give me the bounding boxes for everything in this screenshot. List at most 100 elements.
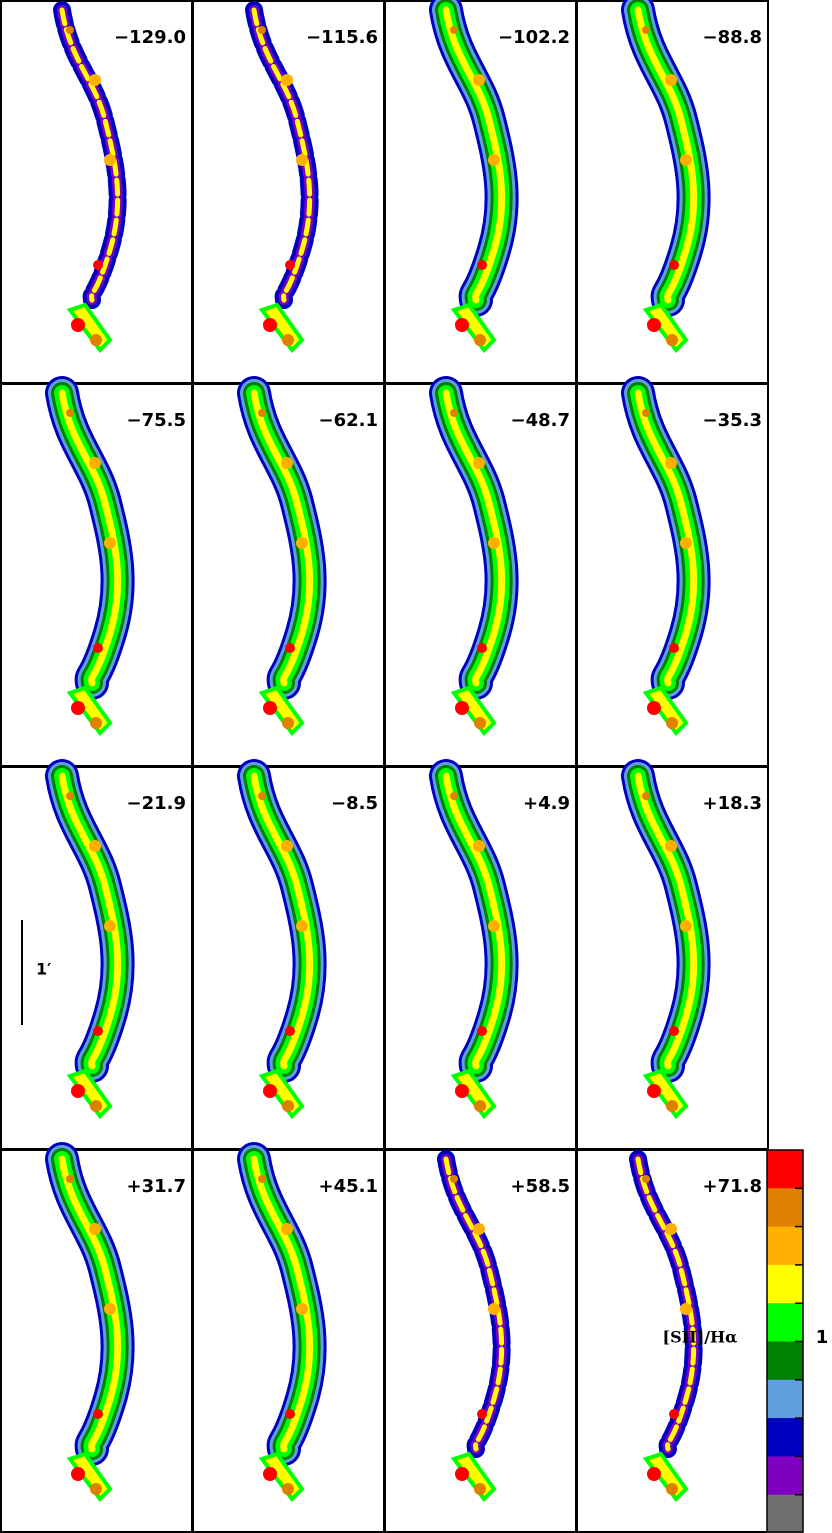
knot xyxy=(104,920,116,932)
bright-knot xyxy=(93,260,103,270)
bright-knot xyxy=(285,1409,295,1419)
channel-map: −75.5 xyxy=(0,376,193,767)
bright-knot xyxy=(666,1100,678,1112)
colorbar-segment xyxy=(767,1494,803,1533)
velocity-label: −35.3 xyxy=(703,410,763,431)
bright-knot xyxy=(71,1084,85,1098)
knot xyxy=(281,840,293,852)
bright-knot xyxy=(666,1483,678,1495)
colorbar-tick-label: 1 xyxy=(816,1327,829,1348)
knot xyxy=(104,154,116,166)
colorbar xyxy=(766,1149,804,1533)
emission-layer xyxy=(442,389,506,687)
velocity-label: −8.5 xyxy=(331,793,378,814)
bright-knot xyxy=(642,26,650,34)
emission-layer xyxy=(58,1155,122,1453)
bright-knot xyxy=(71,1467,85,1481)
channel-map: −21.9 xyxy=(0,759,193,1150)
bright-knot xyxy=(669,643,679,653)
bright-knot xyxy=(455,1467,469,1481)
channel-map: −88.8 xyxy=(576,0,769,384)
bright-knot xyxy=(71,318,85,332)
velocity-label: −129.0 xyxy=(114,27,186,48)
colorbar-segment xyxy=(767,1188,803,1228)
bright-knot xyxy=(258,792,266,800)
bright-knot xyxy=(90,1100,102,1112)
channel-map: +18.3 xyxy=(576,759,769,1150)
bright-knot xyxy=(642,409,650,417)
knot xyxy=(680,537,692,549)
knot xyxy=(296,920,308,932)
knot xyxy=(473,840,485,852)
knot xyxy=(680,1303,692,1315)
emission-layer xyxy=(442,6,506,304)
knot xyxy=(89,457,101,469)
bright-knot xyxy=(263,701,277,715)
knot xyxy=(665,74,677,86)
bright-knot xyxy=(450,409,458,417)
bright-knot xyxy=(642,792,650,800)
knot xyxy=(89,1223,101,1235)
knot xyxy=(281,74,293,86)
bright-knot xyxy=(90,1483,102,1495)
scale-bar-label: 1′ xyxy=(36,960,51,979)
bright-knot xyxy=(66,409,74,417)
channel-map: +45.1 xyxy=(192,1142,385,1533)
bright-knot xyxy=(647,1467,661,1481)
colorbar-label: [SII]/Hα xyxy=(663,1328,738,1347)
bright-knot xyxy=(477,1409,487,1419)
knot xyxy=(680,154,692,166)
bright-knot xyxy=(66,792,74,800)
emission-layer xyxy=(250,389,314,687)
channel-map: −129.0 xyxy=(0,0,193,384)
bright-knot xyxy=(455,318,469,332)
knot xyxy=(665,840,677,852)
channel-map: +4.9 xyxy=(384,759,577,1150)
colorbar-segment xyxy=(767,1379,803,1419)
bright-knot xyxy=(669,1409,679,1419)
emission-layer xyxy=(250,772,314,1070)
bright-knot xyxy=(477,643,487,653)
knot xyxy=(89,840,101,852)
knot xyxy=(488,154,500,166)
emission-layer xyxy=(635,1156,697,1452)
knot xyxy=(488,537,500,549)
knot xyxy=(473,1223,485,1235)
velocity-label: +58.5 xyxy=(511,1176,571,1197)
knot xyxy=(473,457,485,469)
colorbar-segment xyxy=(767,1418,803,1457)
bright-knot xyxy=(282,1100,294,1112)
knot xyxy=(89,74,101,86)
channel-map: −35.3 xyxy=(576,376,769,767)
knot xyxy=(488,920,500,932)
bright-knot xyxy=(285,1026,295,1036)
velocity-label: +31.7 xyxy=(127,1176,187,1197)
bright-knot xyxy=(669,1026,679,1036)
knot xyxy=(104,537,116,549)
emission-layer xyxy=(58,772,122,1070)
bright-knot xyxy=(450,26,458,34)
bright-knot xyxy=(93,1409,103,1419)
bright-knot xyxy=(474,334,486,346)
bright-knot xyxy=(474,717,486,729)
emission-layer xyxy=(59,7,121,303)
bright-knot xyxy=(263,318,277,332)
bright-knot xyxy=(93,643,103,653)
knot xyxy=(104,1303,116,1315)
velocity-label: +4.9 xyxy=(523,793,570,814)
colorbar-frame xyxy=(766,1149,804,1533)
bright-knot xyxy=(258,409,266,417)
bright-knot xyxy=(666,717,678,729)
bright-knot xyxy=(90,717,102,729)
panel-grid: −129.0 −115.6 −102.2 −88.8 −75.5 −62.1 −48.7 −3… xyxy=(0,0,769,1533)
velocity-label: −102.2 xyxy=(498,27,570,48)
channel-map: −102.2 xyxy=(384,0,577,384)
emission-layer xyxy=(251,7,313,303)
bright-knot xyxy=(282,717,294,729)
channel-map: −62.1 xyxy=(192,376,385,767)
velocity-label: +45.1 xyxy=(319,1176,379,1197)
knot xyxy=(488,1303,500,1315)
bright-knot xyxy=(455,1084,469,1098)
velocity-label: −75.5 xyxy=(127,410,187,431)
velocity-label: −88.8 xyxy=(703,27,763,48)
